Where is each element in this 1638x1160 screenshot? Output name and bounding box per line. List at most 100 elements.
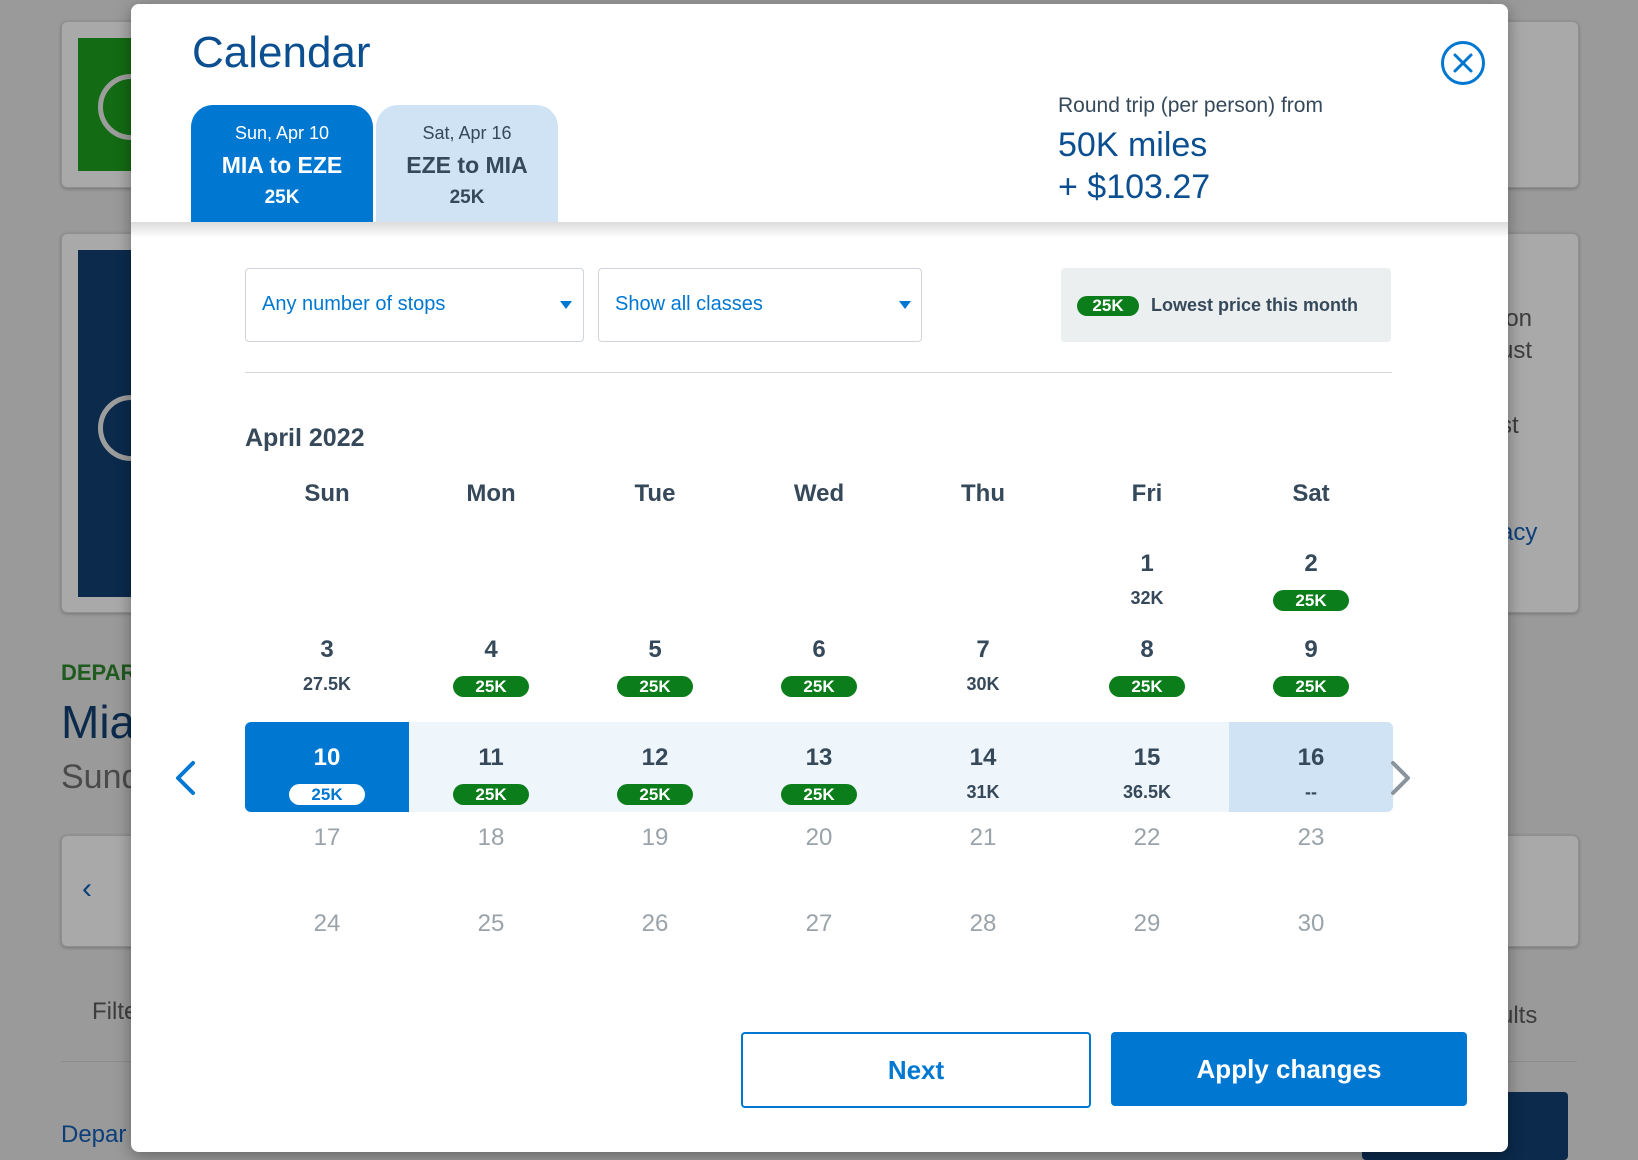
- calendar-day[interactable]: 11 25K: [409, 722, 573, 812]
- calendar-modal: Calendar Sun, Apr 10 MIA to EZE 25K Sat,…: [131, 4, 1508, 1152]
- weekday-label: Thu: [961, 480, 1005, 507]
- calendar-day: 20: [737, 802, 901, 892]
- classes-select-value: Show all classes: [615, 293, 763, 315]
- tab-return-leg[interactable]: Sat, Apr 16 EZE to MIA 25K: [376, 105, 558, 222]
- day-number: 17: [313, 824, 341, 851]
- bg-city: Mia: [61, 696, 136, 748]
- tab-outbound-leg[interactable]: Sun, Apr 10 MIA to EZE 25K: [191, 105, 373, 222]
- day-number: 27: [805, 910, 833, 937]
- leg-price: 25K: [264, 187, 300, 208]
- leg-price: 25K: [449, 187, 485, 208]
- calendar-day: 22: [1065, 802, 1229, 892]
- round-trip-cash: + $103.27: [1058, 168, 1211, 206]
- day-number: 13: [805, 744, 833, 771]
- day-number: 2: [1304, 550, 1318, 577]
- day-price-lowest: 25K: [453, 784, 529, 805]
- calendar-day[interactable]: 2 25K: [1229, 528, 1393, 618]
- day-price: --: [1305, 782, 1317, 802]
- next-button[interactable]: Next: [741, 1032, 1091, 1108]
- day-number: 4: [484, 636, 498, 663]
- classes-select[interactable]: Show all classes: [598, 268, 922, 342]
- calendar-day: 26: [573, 888, 737, 978]
- day-number: 12: [641, 744, 669, 771]
- day-number: 8: [1140, 636, 1154, 663]
- day-number: 11: [478, 744, 504, 771]
- day-number: 24: [313, 910, 341, 937]
- next-month-button[interactable]: [1379, 758, 1419, 798]
- day-number: 7: [976, 636, 990, 663]
- bg-filter-label[interactable]: Filte: [92, 998, 138, 1025]
- calendar-day[interactable]: 12 25K: [573, 722, 737, 812]
- day-price: 31K: [966, 782, 1000, 802]
- calendar-day[interactable]: 15 36.5K: [1065, 722, 1229, 812]
- calendar-day[interactable]: 14 31K: [901, 722, 1065, 812]
- calendar-day: 24: [245, 888, 409, 978]
- apply-changes-button[interactable]: Apply changes: [1111, 1032, 1467, 1106]
- calendar-day[interactable]: 4 25K: [409, 614, 573, 704]
- day-number: 28: [969, 910, 997, 937]
- caret-down-icon: [560, 301, 572, 309]
- day-number: 22: [1133, 824, 1161, 851]
- modal-title: Calendar: [192, 28, 371, 77]
- calendar-day: 28: [901, 888, 1065, 978]
- day-number: 19: [641, 824, 669, 851]
- day-price-lowest: 25K: [1273, 676, 1349, 697]
- bg-depart-link[interactable]: Depar: [61, 1121, 127, 1148]
- prev-month-button[interactable]: [167, 758, 207, 798]
- calendar-day: 21: [901, 802, 1065, 892]
- calendar-day: 18: [409, 802, 573, 892]
- legend-text: Lowest price this month: [1151, 295, 1359, 315]
- close-button[interactable]: [1441, 41, 1485, 85]
- day-number: 1: [1140, 550, 1154, 577]
- day-number: 20: [805, 824, 833, 851]
- weekday-label: Fri: [1131, 480, 1163, 507]
- chevron-left-icon[interactable]: ‹: [82, 872, 92, 905]
- stops-select[interactable]: Any number of stops: [245, 268, 584, 342]
- day-number: 3: [320, 636, 334, 663]
- header-shadow: [131, 222, 1508, 238]
- calendar-day[interactable]: 1 32K: [1065, 528, 1229, 618]
- calendar-day[interactable]: 8 25K: [1065, 614, 1229, 704]
- day-number: 5: [648, 636, 662, 663]
- calendar-day: 30: [1229, 888, 1393, 978]
- calendar-day-selected[interactable]: 10 25K: [245, 722, 409, 812]
- leg-route: EZE to MIA: [406, 152, 528, 178]
- day-price-lowest: 25K: [781, 784, 857, 805]
- day-price: 32K: [1130, 588, 1164, 608]
- leg-date: Sun, Apr 10: [234, 123, 330, 143]
- day-number: 25: [477, 910, 505, 937]
- weekday-label: Sun: [304, 480, 350, 507]
- day-number: 29: [1133, 910, 1161, 937]
- chevron-left-icon: [176, 761, 195, 795]
- calendar-day[interactable]: 9 25K: [1229, 614, 1393, 704]
- day-price-lowest: 25K: [453, 676, 529, 697]
- calendar-day: 19: [573, 802, 737, 892]
- month-title: April 2022: [245, 424, 365, 452]
- day-price-lowest: 25K: [1109, 676, 1185, 697]
- day-price-lowest: 25K: [617, 784, 693, 805]
- calendar-day[interactable]: 7 30K: [901, 614, 1065, 704]
- day-number: 15: [1133, 744, 1161, 771]
- day-number: 23: [1297, 824, 1325, 851]
- day-price-lowest: 25K: [781, 676, 857, 697]
- round-trip-caption: Round trip (per person) from: [1058, 94, 1323, 117]
- day-number: 21: [969, 824, 997, 851]
- calendar-day[interactable]: 6 25K: [737, 614, 901, 704]
- day-price: 30K: [966, 674, 1000, 694]
- calendar-day[interactable]: 5 25K: [573, 614, 737, 704]
- bg-departing-label: DEPAR: [61, 660, 137, 685]
- calendar-day-return[interactable]: 16 --: [1229, 722, 1393, 812]
- bg-date: Sund: [61, 758, 141, 796]
- calendar-day: 25: [409, 888, 573, 978]
- weekday-label: Mon: [466, 480, 516, 507]
- leg-date: Sat, Apr 16: [422, 123, 512, 143]
- calendar-day[interactable]: 3 27.5K: [245, 614, 409, 704]
- calendar-day: 29: [1065, 888, 1229, 978]
- calendar-day[interactable]: 13 25K: [737, 722, 901, 812]
- day-price: 27.5K: [302, 674, 352, 694]
- stops-select-value: Any number of stops: [262, 293, 446, 315]
- legend-price-pill: 25K: [1077, 296, 1139, 316]
- day-number: 30: [1297, 910, 1325, 937]
- day-number: 10: [313, 744, 341, 771]
- day-number: 14: [969, 744, 997, 771]
